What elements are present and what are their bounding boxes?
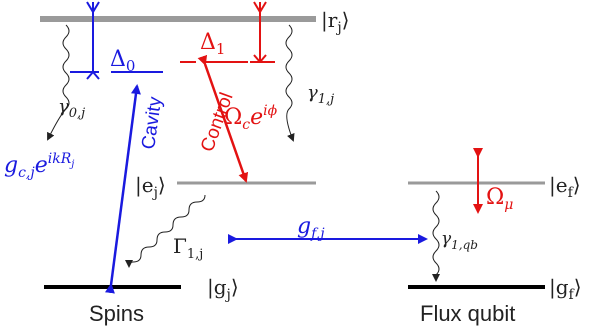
control-arrow [197,54,249,183]
label-gamma-0j: γ0,j [58,96,85,121]
decay-gamma-0j-wave [47,24,70,141]
label-e-f: |ef⟩ [549,173,581,201]
decay-gamma-1qb-wave [432,190,440,282]
detuning-1-marker [253,1,267,63]
svg-text:|ef⟩: |ef⟩ [549,173,581,201]
svg-text:|gj⟩: |gj⟩ [207,275,239,303]
label-e-j: |ej⟩ [135,173,166,201]
label-g-f: |gf⟩ [549,275,582,303]
label-g-cj: gc,jeikRj [4,151,74,181]
label-delta-1: Δ1 [200,30,225,58]
label-cavity: Cavity [138,95,166,151]
label-omega-c: Ωceiϕ [224,103,278,133]
svg-text:|ej⟩: |ej⟩ [135,173,166,201]
svg-text:|gf⟩: |gf⟩ [549,275,582,303]
label-delta-0: Δ0 [110,47,135,75]
label-g-j: |gj⟩ [207,275,239,303]
detuning-0-marker [86,1,100,80]
label-omega-mu: Ωμ [486,185,513,213]
label-Gamma-1j: Γ1,j [173,234,203,262]
label-g-fj: gf,j [297,214,325,242]
label-flux-qubit: Flux qubit [420,301,515,326]
label-gamma-1qb: γ1,qb [441,229,478,252]
label-gamma-1j: γ1,j [307,82,334,107]
decay-gamma-1j-wave [285,24,295,142]
label-r-j: |rj⟩ [321,8,349,36]
cavity-arrow [105,84,141,294]
label-spins: Spins [89,301,144,326]
svg-text:|rj⟩: |rj⟩ [321,8,349,36]
